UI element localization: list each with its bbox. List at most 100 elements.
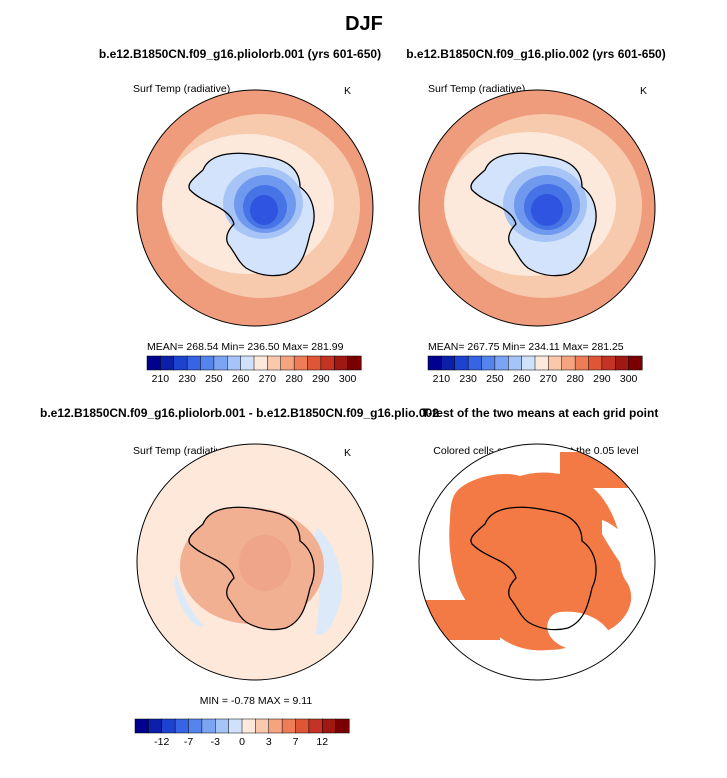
colorbar-swatch [347, 355, 362, 371]
colorbar-swatch [241, 718, 256, 734]
colorbar-swatch [494, 355, 509, 371]
p3-land-anomaly-inner [239, 535, 291, 591]
colorbar-swatch [268, 718, 283, 734]
colorbar-swatch [320, 355, 335, 371]
panel-1-colorbar: 210 230 250 260 270 280 290 300 [146, 355, 362, 385]
colorbar-tick-label: 280 [285, 373, 303, 385]
colorbar-tick-label: -7 [184, 736, 193, 748]
panel-3-map [137, 444, 373, 680]
p1-map-border [136, 89, 374, 327]
panel-3-units: K [344, 447, 351, 459]
colorbar-tick-label: 280 [566, 373, 584, 385]
colorbar-tick-label: 0 [239, 736, 245, 748]
panel-4-map [419, 444, 655, 680]
colorbar-tick-label: 230 [178, 373, 196, 385]
colorbar-swatch [508, 355, 523, 371]
panel-1: b.e12.B1850CN.f09_g16.pliolorb.001 (yrs … [99, 47, 381, 385]
colorbar-swatch [215, 718, 230, 734]
panel-2-stats: MEAN= 267.75 Min= 234.11 Max= 281.25 [428, 341, 624, 353]
colorbar-tick-label: 270 [540, 373, 558, 385]
figure-title: DJF [345, 13, 383, 35]
panel-2-subtitle: Surf Temp (radiative) [428, 83, 525, 95]
colorbar-swatch [322, 718, 337, 734]
colorbar-swatch [521, 355, 536, 371]
p4-significant-west [420, 600, 500, 640]
colorbar-tick-label: 270 [259, 373, 277, 385]
colorbar-tick-label: 7 [293, 736, 299, 748]
colorbar-swatch [561, 355, 576, 371]
colorbar-swatch [335, 718, 350, 734]
colorbar-swatch [295, 718, 310, 734]
colorbar-tick-label: 210 [152, 373, 170, 385]
colorbar-swatch [200, 355, 215, 371]
panel-2-units: K [640, 85, 647, 97]
panel-1-title: b.e12.B1850CN.f09_g16.pliolorb.001 (yrs … [99, 47, 381, 61]
colorbar-swatch [186, 355, 202, 371]
colorbar-swatch [227, 355, 242, 371]
colorbar-swatch [534, 355, 549, 371]
colorbar-swatch [307, 355, 322, 371]
colorbar-swatch [255, 718, 270, 734]
colorbar-tick-label: 300 [339, 373, 357, 385]
colorbar-tick-label: 250 [205, 373, 223, 385]
p4-significant-north [560, 452, 640, 488]
p4-map-border [418, 443, 656, 681]
colorbar-swatch [427, 355, 442, 371]
colorbar-swatch [293, 355, 309, 371]
panel-3-stats: MIN = -0.78 MAX = 9.11 [200, 695, 313, 707]
colorbar-swatch [267, 355, 282, 371]
colorbar-tick-label: 260 [232, 373, 250, 385]
colorbar-tick-label: 290 [312, 373, 330, 385]
colorbar-swatch [148, 718, 163, 734]
panel-2: b.e12.B1850CN.f09_g16.plio.002 (yrs 601-… [406, 47, 665, 385]
colorbar-swatch [334, 355, 349, 371]
colorbar-tick-label: 3 [266, 736, 272, 748]
colorbar-swatch [588, 355, 603, 371]
panel-4-title: T-test of the two means at each grid poi… [422, 406, 659, 420]
colorbar-tick-label: 210 [433, 373, 451, 385]
panel-4: T-test of the two means at each grid poi… [418, 406, 659, 681]
colorbar-tick-label: 260 [513, 373, 531, 385]
panel-1-stats: MEAN= 268.54 Min= 236.50 Max= 281.99 [147, 341, 344, 353]
colorbar-swatch [201, 718, 216, 734]
p4-insignificant-weddell [547, 611, 610, 651]
colorbar-tick-label: 290 [593, 373, 611, 385]
panel-2-map [419, 90, 655, 326]
colorbar-swatch [161, 718, 176, 734]
panel-1-units: K [344, 85, 351, 97]
colorbar-tick-label: -3 [211, 736, 220, 748]
colorbar-swatch [146, 355, 161, 371]
colorbar-swatch [240, 355, 255, 371]
p1-ice-core [250, 195, 278, 225]
colorbar-swatch [441, 355, 456, 371]
colorbar-swatch [628, 355, 643, 371]
colorbar-swatch [615, 355, 630, 371]
panel-3-subtitle: Surf Temp (radiative) [133, 445, 230, 457]
colorbar-swatch [548, 355, 563, 371]
panel-1-map [137, 90, 373, 326]
colorbar-tick-label: 230 [459, 373, 477, 385]
panel-1-subtitle: Surf Temp (radiative) [133, 83, 230, 95]
colorbar-swatch [174, 718, 190, 734]
colorbar-tick-label: 12 [316, 736, 328, 748]
p3-map-border [136, 443, 374, 681]
panel-2-colorbar: 210 230 250 260 270 280 290 300 [427, 355, 643, 385]
colorbar-swatch [253, 355, 268, 371]
panel-3-colorbar: -12 -7 -3 0 3 7 12 [134, 718, 350, 748]
colorbar-swatch [481, 355, 496, 371]
colorbar-swatch [173, 355, 188, 371]
p2-map-border [418, 89, 656, 327]
colorbar-swatch [160, 355, 175, 371]
colorbar-tick-label: -12 [154, 736, 169, 748]
colorbar-swatch [228, 718, 243, 734]
colorbar-swatch [308, 718, 323, 734]
panel-3: b.e12.B1850CN.f09_g16.pliolorb.001 - b.e… [40, 406, 439, 748]
panel-3-title: b.e12.B1850CN.f09_g16.pliolorb.001 - b.e… [40, 406, 439, 420]
p4-insignificant-east [602, 520, 652, 595]
colorbar-swatch [574, 355, 590, 371]
colorbar-swatch [467, 355, 483, 371]
colorbar-swatch [280, 355, 295, 371]
colorbar-swatch [454, 355, 469, 371]
colorbar-tick-label: 300 [620, 373, 638, 385]
